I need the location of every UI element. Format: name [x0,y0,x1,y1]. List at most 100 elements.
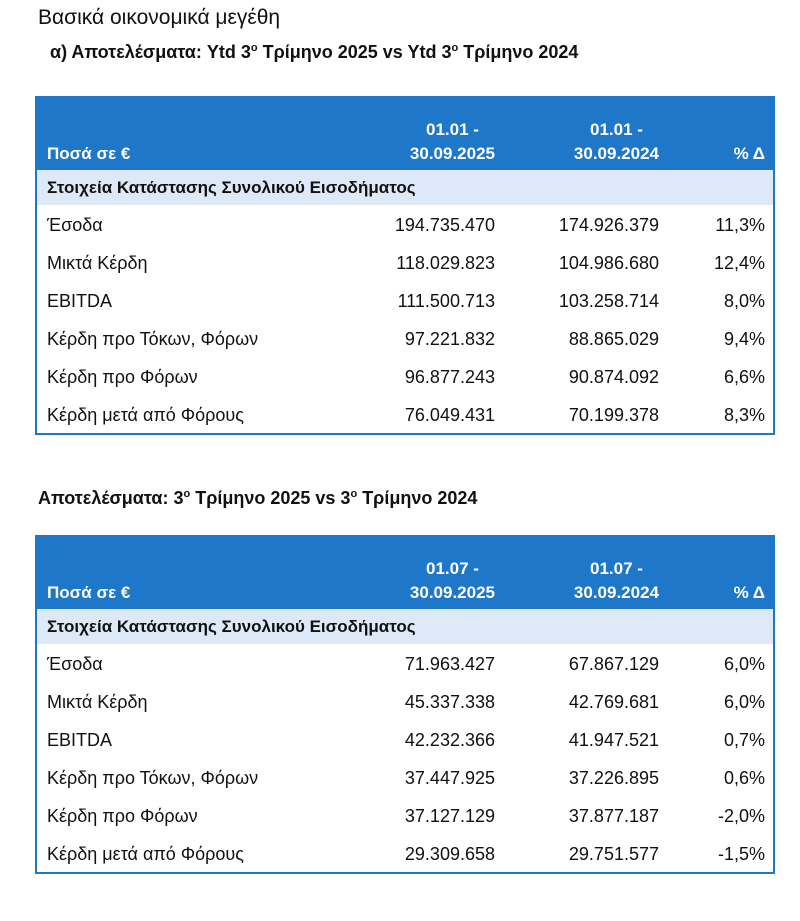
header-line: 30.09.2024 [573,583,659,602]
table-cell: Κέρδη προ Φόρων [47,806,198,826]
heading-part: Τρίμηνο 2024 [458,42,579,62]
header-line: 01.07 - [589,559,643,578]
table-cell: 88.865.029 [568,329,659,349]
table-cell: 104.986.680 [558,253,659,273]
table-cell: -2,0% [717,806,765,826]
header-line: % Δ [733,583,765,602]
table-cell: 76.049.431 [404,405,495,425]
table-cell: 6,0% [723,654,765,674]
header-line: 01.01 - [425,120,479,139]
table-row: Μικτά Κέρδη 45.337.338 42.769.681 6,0% [37,682,773,720]
table-cell: 0,7% [723,730,765,750]
table-cell: Κέρδη προ Τόκων, Φόρων [47,329,259,349]
table-cell: 111.500.713 [397,291,495,311]
group-row: Στοιχεία Κατάστασης Συνολικού Εισοδήματο… [37,609,773,644]
header-line: 30.09.2025 [409,583,495,602]
table-cell: 6,6% [723,367,765,387]
table-cell: 103.258.714 [558,291,659,311]
table-row: Κέρδη προ Φόρων 96.877.243 90.874.092 6,6% [37,357,773,395]
heading-part: Αποτελέσματα: 3 [38,488,184,508]
table-cell: 29.309.658 [404,844,495,864]
section-heading: α) Αποτελέσματα: Ytd 3ο Τρίμηνο 2025 vs … [50,42,578,63]
header-line: 01.01 - [589,120,643,139]
table-row: Μικτά Κέρδη 118.029.823 104.986.680 12,4% [37,243,773,281]
table-cell: Μικτά Κέρδη [47,253,148,273]
table-row: EBITDA 42.232.366 41.947.521 0,7% [37,720,773,758]
header-line: Ποσά σε € [47,144,131,163]
table-cell: Κέρδη προ Τόκων, Φόρων [47,768,259,788]
table-cell: 42.769.681 [568,692,659,712]
table-row: Έσοδα 71.963.427 67.867.129 6,0% [37,644,773,682]
header-cell: 01.07 - 30.09.2025 [410,557,495,605]
table-cell: 8,0% [723,291,765,311]
table-cell: 8,3% [723,405,765,425]
table-row: EBITDA 111.500.713 103.258.714 8,0% [37,281,773,319]
header-line: % Δ [733,144,765,163]
heading-part: ο [250,42,258,54]
table-row: Κέρδη μετά από Φόρους 76.049.431 70.199.37… [37,395,773,433]
table-row: Κέρδη προ Τόκων, Φόρων 37.447.925 37.226.8… [37,758,773,796]
table-cell: 9,4% [723,329,765,349]
table-cell: 90.874.092 [568,367,659,387]
header-cell: 01.01 - 30.09.2025 [410,118,495,166]
heading-part: ο [451,42,459,54]
table-cell: EBITDA [47,730,113,750]
heading-part: ο [350,488,358,500]
table-cell: 194.735.470 [394,215,495,235]
header-cell: Ποσά σε € [47,581,130,605]
table-cell: 71.963.427 [404,654,495,674]
table-cell: 12,4% [713,253,765,273]
header-cell: 01.01 - 30.09.2024 [574,118,659,166]
table: Ποσά σε € 01.01 - 30.09.2025 01.01 - 30.09.2… [35,96,775,435]
heading-part: Τρίμηνο 2025 vs 3 [190,488,351,508]
header-line: 01.07 - [425,559,479,578]
heading-part: α) Αποτελέσματα: Ytd 3 [50,42,251,62]
table-header: Ποσά σε € 01.07 - 30.09.2025 01.07 - 30.09.2… [37,537,773,609]
table-cell: 0,6% [723,768,765,788]
table-cell: 29.751.577 [568,844,659,864]
header-cell: % Δ [734,142,765,166]
table-cell: 97.221.832 [404,329,495,349]
header-cell: % Δ [734,581,765,605]
heading-part: Τρίμηνο 2024 [357,488,478,508]
header-line: 30.09.2024 [573,144,659,163]
table-cell: Κέρδη προ Φόρων [47,367,198,387]
section-heading: Αποτελέσματα: 3ο Τρίμηνο 2025 vs 3ο Τρίμ… [38,488,477,509]
table-cell: Έσοδα [47,654,103,674]
table-cell: 118.029.823 [396,253,495,273]
table-row: Κέρδη προ Φόρων 37.127.129 37.877.187 -2,0% [37,796,773,834]
table-row: Κέρδη προ Τόκων, Φόρων 97.221.832 88.865.0… [37,319,773,357]
table-cell: Έσοδα [47,215,103,235]
table-cell: 37.447.925 [404,768,495,788]
table-cell: 37.127.129 [404,806,495,826]
header-cell: 01.07 - 30.09.2024 [574,557,659,605]
page-title: Βασικά οικονομικά μεγέθη [38,6,281,29]
table-cell: Κέρδη μετά από Φόρους [47,405,244,425]
table-cell: 42.232.366 [404,730,495,750]
table-cell: 67.867.129 [568,654,659,674]
table-cell: 174.926.379 [558,215,659,235]
table-cell: 6,0% [723,692,765,712]
table-cell: 41.947.521 [568,730,659,750]
header-line: Ποσά σε € [47,583,131,602]
group-row: Στοιχεία Κατάστασης Συνολικού Εισοδήματο… [37,170,773,205]
table-cell: EBITDA [47,291,113,311]
table-cell: 37.877.187 [568,806,659,826]
header-line: 30.09.2025 [409,144,495,163]
table-header: Ποσά σε € 01.01 - 30.09.2025 01.01 - 30.09.2… [37,98,773,170]
table-cell: Κέρδη μετά από Φόρους [47,844,244,864]
table-cell: 96.877.243 [404,367,495,387]
header-cell: Ποσά σε € [47,142,130,166]
heading-part: ο [183,488,191,500]
table-cell: 11,3% [715,215,765,235]
heading-part: Τρίμηνο 2025 vs Ytd 3 [257,42,452,62]
table-cell: 37.226.895 [568,768,659,788]
table-cell: 70.199.378 [568,405,659,425]
table-cell: -1,5% [717,844,765,864]
table: Ποσά σε € 01.07 - 30.09.2025 01.07 - 30.09.2… [35,535,775,874]
table-row: Έσοδα 194.735.470 174.926.379 11,3% [37,205,773,243]
table-cell: Μικτά Κέρδη [47,692,148,712]
table-row: Κέρδη μετά από Φόρους 29.309.658 29.751.57… [37,834,773,872]
table-cell: 45.337.338 [404,692,495,712]
